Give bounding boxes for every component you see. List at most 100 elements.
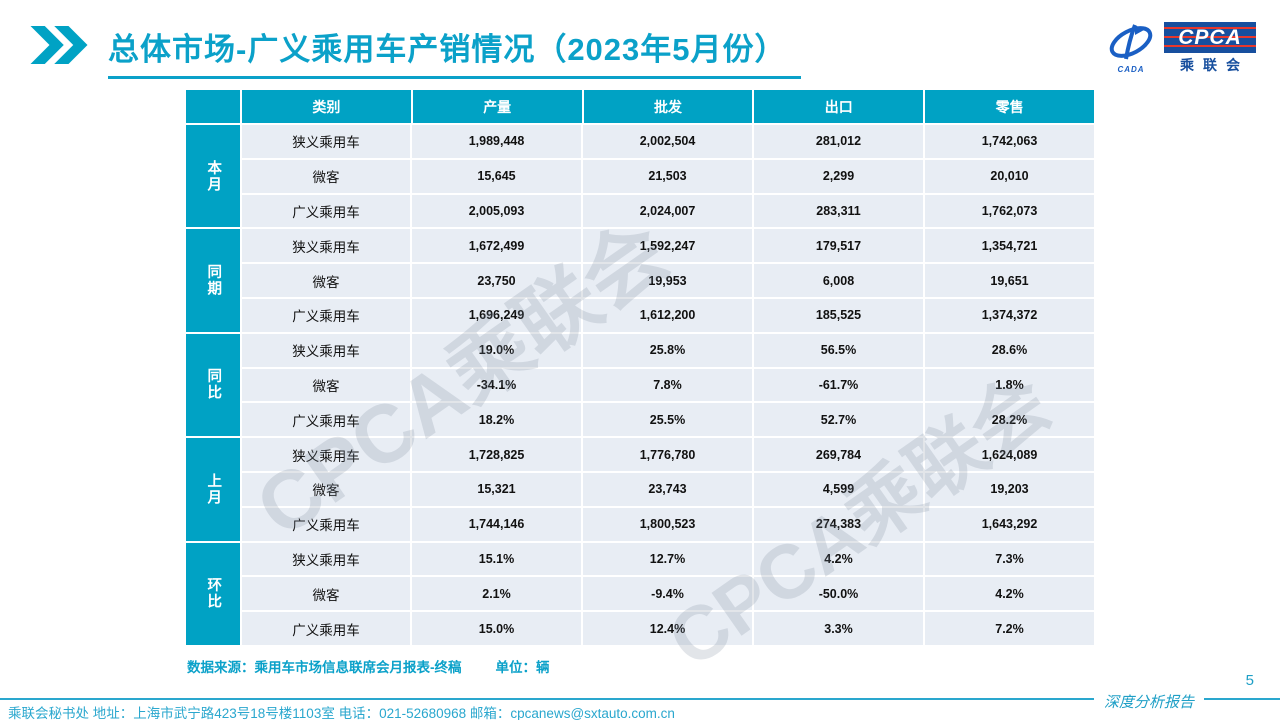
value-cell: 1,776,780 [583, 438, 752, 471]
page-title: 总体市场-广义乘用车产销情况（2023年5月份） [108, 24, 801, 79]
table-row: 微客 15,321 23,743 4,599 19,203 [242, 472, 1094, 506]
table-row: 广义乘用车 1,696,249 1,612,200 185,525 1,374,372 [242, 298, 1094, 332]
category-cell: 微客 [242, 577, 410, 611]
group-label: 本月 [205, 159, 222, 193]
value-cell: 1.8% [925, 368, 1094, 402]
value-cell: -50.0% [754, 577, 923, 611]
cpca-wordmark-box: CPCA [1164, 22, 1256, 53]
table-header-row: 类别 产量 批发 出口 零售 [186, 90, 1094, 123]
group-label: 上月 [205, 472, 222, 506]
value-cell: 15,321 [412, 472, 581, 506]
value-cell: 15.1% [412, 542, 581, 576]
column-header-cell: 零售 [925, 90, 1094, 123]
row-group: 同期 狭义乘用车 1,672,499 1,592,247 179,517 1,354,72… [186, 229, 1094, 332]
group-label-cell: 同期 [186, 229, 240, 332]
table-row: 广义乘用车 18.2% 25.5% 52.7% 28.2% [242, 403, 1094, 437]
value-cell: 1,374,372 [925, 298, 1094, 332]
table-row: 微客 23,750 19,953 6,008 19,651 [242, 264, 1094, 297]
value-cell: 1,742,063 [925, 125, 1094, 158]
logo-wordmark: CPCA 乘联会 [1164, 22, 1256, 75]
value-cell: 7.3% [925, 542, 1094, 576]
value-cell: 56.5% [754, 333, 923, 367]
column-header-cell: 类别 [242, 90, 411, 123]
cpca-wordmark: CPCA [1178, 25, 1242, 49]
value-cell: 2,005,093 [412, 194, 581, 228]
value-cell: 281,012 [754, 125, 923, 158]
table-row: 微客 -34.1% 7.8% -61.7% 1.8% [242, 368, 1094, 402]
group-rows: 狭义乘用车 19.0% 25.8% 56.5% 28.6% 微客 -34.1% 7.8% -61… [242, 333, 1094, 437]
row-group: 上月 狭义乘用车 1,728,825 1,776,780 269,784 1,624,08… [186, 438, 1094, 541]
emblem-caption: CADA [1117, 65, 1145, 74]
value-cell: 25.5% [583, 403, 752, 437]
value-cell: 19,203 [925, 472, 1094, 506]
value-cell: 23,750 [412, 264, 581, 297]
value-cell: 15.0% [412, 612, 581, 645]
category-cell: 狭义乘用车 [242, 438, 410, 471]
table-row: 狭义乘用车 1,672,499 1,592,247 179,517 1,354,721 [242, 229, 1094, 263]
value-cell: 15,645 [412, 159, 581, 193]
value-cell: -61.7% [754, 368, 923, 402]
category-cell: 广义乘用车 [242, 194, 410, 228]
group-rows: 狭义乘用车 15.1% 12.7% 4.2% 7.3% 微客 2.1% -9.4% -50.0%… [242, 542, 1094, 645]
title-row: 总体市场-广义乘用车产销情况（2023年5月份） [30, 24, 801, 79]
group-label: 环比 [205, 577, 222, 611]
group-rows: 狭义乘用车 1,989,448 2,002,504 281,012 1,742,063 微… [242, 125, 1094, 228]
table-row: 狭义乘用车 15.1% 12.7% 4.2% 7.3% [242, 542, 1094, 576]
category-cell: 微客 [242, 368, 410, 402]
column-header-cell: 出口 [754, 90, 924, 123]
value-cell: 28.6% [925, 333, 1094, 367]
category-cell: 狭义乘用车 [242, 542, 410, 576]
value-cell: 19,953 [583, 264, 752, 297]
group-label: 同比 [205, 368, 222, 402]
footer-divider [0, 698, 1280, 700]
category-cell: 微客 [242, 159, 410, 193]
value-cell: 7.2% [925, 612, 1094, 645]
category-cell: 广义乘用车 [242, 507, 410, 541]
double-chevron-icon [30, 26, 88, 64]
value-cell: 6,008 [754, 264, 923, 297]
table-row: 广义乘用车 2,005,093 2,024,007 283,311 1,762,073 [242, 194, 1094, 228]
cpca-emblem-icon: CADA [1104, 23, 1158, 74]
cpca-chinese-name: 乘联会 [1180, 57, 1249, 73]
value-cell: 4.2% [925, 577, 1094, 611]
group-label-cell: 本月 [186, 125, 240, 228]
group-label: 同期 [205, 264, 222, 298]
value-cell: 1,354,721 [925, 229, 1094, 263]
report-type-label: 深度分析报告 [1093, 691, 1204, 712]
category-cell: 微客 [242, 264, 410, 297]
footer-contact-info: 乘联会秘书处 地址：上海市武宁路423号18号楼1103室 电话：021-526… [8, 706, 675, 720]
value-cell: 52.7% [754, 403, 923, 437]
table-corner-cell [186, 90, 240, 123]
row-group: 本月 狭义乘用车 1,989,448 2,002,504 281,012 1,742,06… [186, 125, 1094, 228]
value-cell: 1,800,523 [583, 507, 752, 541]
value-cell: 1,696,249 [412, 298, 581, 332]
column-header-cell: 批发 [583, 90, 753, 123]
value-cell: 28.2% [925, 403, 1094, 437]
group-rows: 狭义乘用车 1,728,825 1,776,780 269,784 1,624,089 微… [242, 438, 1094, 541]
table-row: 广义乘用车 1,744,146 1,800,523 274,383 1,643,292 [242, 507, 1094, 541]
value-cell: 19,651 [925, 264, 1094, 297]
category-cell: 狭义乘用车 [242, 125, 410, 158]
row-group: 同比 狭义乘用车 19.0% 25.8% 56.5% 28.6% 微客 -34.1% 7.8% -… [186, 333, 1094, 437]
value-cell: 2,024,007 [583, 194, 752, 228]
cpca-logo: CADA CPCA 乘联会 [1104, 22, 1256, 75]
table-row: 狭义乘用车 19.0% 25.8% 56.5% 28.6% [242, 333, 1094, 367]
value-cell: 1,672,499 [412, 229, 581, 263]
value-cell: 3.3% [754, 612, 923, 645]
table-row: 微客 2.1% -9.4% -50.0% 4.2% [242, 577, 1094, 611]
page-number: 5 [1245, 672, 1254, 689]
value-cell: 1,728,825 [412, 438, 581, 471]
value-cell: 7.8% [583, 368, 752, 402]
category-cell: 狭义乘用车 [242, 333, 410, 367]
column-header-cell: 产量 [412, 90, 582, 123]
value-cell: 2.1% [412, 577, 581, 611]
production-sales-table: 类别 产量 批发 出口 零售 本月 狭义乘用车 1,989,448 2,002,504 281,0… [186, 90, 1094, 645]
value-cell: 179,517 [754, 229, 923, 263]
category-cell: 狭义乘用车 [242, 229, 410, 263]
table-row: 狭义乘用车 1,989,448 2,002,504 281,012 1,742,063 [242, 125, 1094, 158]
data-source-label: 数据来源：乘用车市场信息联席会月报表-终稿 [187, 660, 462, 675]
value-cell: 20,010 [925, 159, 1094, 193]
source-note: 数据来源：乘用车市场信息联席会月报表-终稿 单位：辆 [187, 656, 550, 676]
value-cell: 25.8% [583, 333, 752, 367]
